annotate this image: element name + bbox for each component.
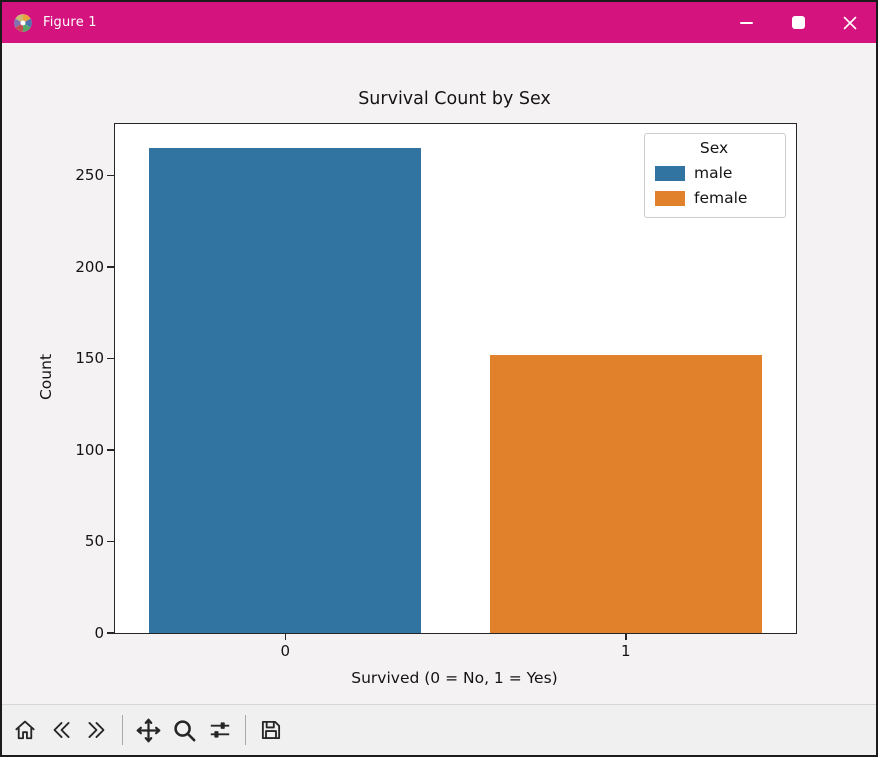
x-tick-mark xyxy=(284,633,286,640)
back-icon xyxy=(53,722,70,738)
legend-swatch-female xyxy=(655,190,685,206)
y-tick-label: 150 xyxy=(75,349,104,368)
home-icon xyxy=(15,720,35,740)
legend-title: Sex xyxy=(699,139,729,157)
pan-icon xyxy=(136,718,160,742)
toolbar-separator xyxy=(245,715,246,745)
bar-male xyxy=(149,147,422,633)
x-tick-label: 1 xyxy=(620,642,631,660)
minimize-icon xyxy=(739,21,753,24)
minimize-button[interactable] xyxy=(720,2,772,43)
plot-area[interactable]: Sex male female 0 50 100 150 200 250 0 1 xyxy=(75,123,797,660)
y-axis-label: Count xyxy=(37,353,55,401)
close-icon xyxy=(843,16,857,29)
maximize-button[interactable] xyxy=(772,2,824,43)
navigation-toolbar xyxy=(2,704,876,755)
y-tick-mark xyxy=(107,540,114,543)
y-tick-mark xyxy=(107,632,114,634)
y-tick-label: 50 xyxy=(84,532,104,551)
close-button[interactable] xyxy=(824,2,876,43)
legend-swatch-male xyxy=(655,165,685,181)
y-tick-label: 100 xyxy=(75,440,104,459)
x-axis-label: Survived (0 = No, 1 = Yes) xyxy=(351,669,558,687)
legend-entry: female xyxy=(655,189,773,207)
x-tick-label: 0 xyxy=(280,642,291,660)
maximize-icon xyxy=(791,16,805,29)
matplotlib-icon xyxy=(12,12,34,34)
legend-label: male xyxy=(694,164,733,182)
zoom-icon xyxy=(173,719,195,741)
legend-entry: male xyxy=(655,164,773,182)
legend-items: male female xyxy=(655,164,773,207)
back-button[interactable] xyxy=(43,711,79,749)
x-tick-mark xyxy=(625,633,627,640)
save-icon xyxy=(261,720,281,740)
subplots-icon xyxy=(210,722,230,738)
subplots-button[interactable] xyxy=(202,711,238,749)
figure-canvas[interactable]: Survival Count by Sex Sex male female 0 50… xyxy=(2,43,876,704)
y-tick-label: 250 xyxy=(75,166,104,185)
legend-label: female xyxy=(694,189,748,207)
chart-title: Survival Count by Sex xyxy=(358,89,551,109)
legend: Sex male female xyxy=(644,133,786,218)
forward-button[interactable] xyxy=(79,711,115,749)
zoom-button[interactable] xyxy=(166,711,202,749)
home-button[interactable] xyxy=(7,711,43,749)
y-tick-mark xyxy=(107,174,114,177)
window-title: Figure 1 xyxy=(43,15,97,30)
y-tick-label: 0 xyxy=(94,624,104,642)
titlebar[interactable]: Figure 1 xyxy=(2,2,876,43)
forward-icon xyxy=(88,722,105,738)
y-tick-mark xyxy=(107,449,114,451)
bar-female xyxy=(489,354,762,633)
toolbar-separator xyxy=(122,715,123,745)
save-button[interactable] xyxy=(253,711,289,749)
y-tick-label: 200 xyxy=(75,257,104,276)
y-tick-mark xyxy=(107,357,114,360)
y-tick-mark xyxy=(107,266,114,268)
pan-button[interactable] xyxy=(130,711,166,749)
